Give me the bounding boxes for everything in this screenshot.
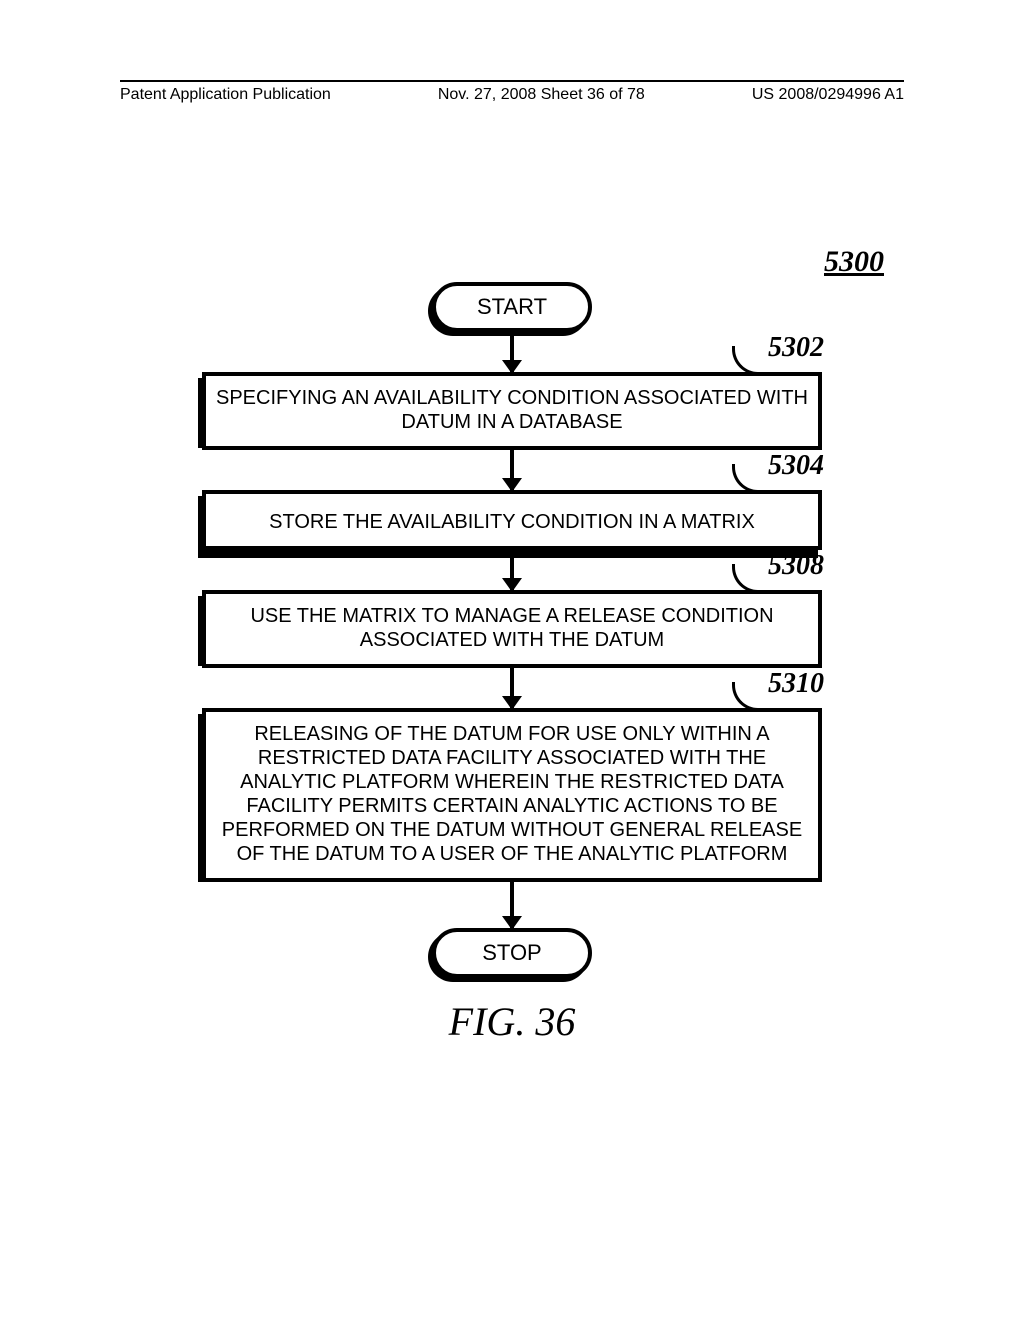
terminal-start-label: START: [432, 282, 592, 332]
ref-hook-icon: [732, 564, 769, 593]
process-5310: RELEASING OF THE DATUM FOR USE ONLY WITH…: [202, 708, 822, 882]
process-5302-line1: SPECIFYING AN AVAILABILITY CONDITION ASS…: [216, 386, 808, 410]
process-5308: USE THE MATRIX TO MANAGE A RELEASE CONDI…: [202, 590, 822, 668]
process-5308-line2: ASSOCIATED WITH THE DATUM: [216, 628, 808, 652]
figure-number: 5300: [824, 245, 884, 279]
step-5308-row: 5308 USE THE MATRIX TO MANAGE A RELEASE …: [0, 590, 1024, 668]
flowchart: START 5302 SPECIFYING AN AVAILABILITY CO…: [0, 282, 1024, 1045]
arrow: [510, 550, 514, 590]
arrow: [510, 882, 514, 928]
process-5302-line2: DATUM IN A DATABASE: [216, 410, 808, 434]
process-5310-line1: RELEASING OF THE DATUM FOR USE ONLY WITH…: [216, 722, 808, 746]
step-5310-row: 5310 RELEASING OF THE DATUM FOR USE ONLY…: [0, 708, 1024, 882]
process-5310-line5: PERFORMED ON THE DATUM WITHOUT GENERAL R…: [216, 818, 808, 842]
header-center: Nov. 27, 2008 Sheet 36 of 78: [438, 86, 645, 104]
ref-5304: 5304: [768, 450, 824, 482]
terminal-start: START: [432, 282, 592, 332]
header: Patent Application Publication Nov. 27, …: [120, 86, 904, 104]
figure-caption: FIG. 36: [0, 998, 1024, 1045]
step-5302-row: 5302 SPECIFYING AN AVAILABILITY CONDITIO…: [0, 372, 1024, 450]
process-5310-line4: FACILITY PERMITS CERTAIN ANALYTIC ACTION…: [216, 794, 808, 818]
ref-5302: 5302: [768, 332, 824, 364]
page: Patent Application Publication Nov. 27, …: [0, 0, 1024, 1320]
process-5310-line3: ANALYTIC PLATFORM WHEREIN THE RESTRICTED…: [216, 770, 808, 794]
header-left: Patent Application Publication: [120, 86, 331, 104]
arrow: [510, 668, 514, 708]
ref-hook-icon: [732, 682, 769, 711]
header-rule: [120, 80, 904, 82]
step-5304-row: 5304 STORE THE AVAILABILITY CONDITION IN…: [0, 490, 1024, 550]
arrow: [510, 332, 514, 372]
ref-hook-icon: [732, 464, 769, 493]
terminal-stop-label: STOP: [432, 928, 592, 978]
process-5304-line1: STORE THE AVAILABILITY CONDITION IN A MA…: [216, 510, 808, 534]
ref-5308: 5308: [768, 550, 824, 582]
process-5308-line1: USE THE MATRIX TO MANAGE A RELEASE CONDI…: [216, 604, 808, 628]
ref-hook-icon: [732, 346, 769, 375]
process-5310-line6: OF THE DATUM TO A USER OF THE ANALYTIC P…: [216, 842, 808, 866]
ref-5310: 5310: [768, 668, 824, 700]
header-right: US 2008/0294996 A1: [752, 86, 904, 104]
process-5302: SPECIFYING AN AVAILABILITY CONDITION ASS…: [202, 372, 822, 450]
arrow: [510, 450, 514, 490]
process-5304: STORE THE AVAILABILITY CONDITION IN A MA…: [202, 490, 822, 550]
terminal-stop: STOP: [432, 928, 592, 978]
process-5310-line2: RESTRICTED DATA FACILITY ASSOCIATED WITH…: [216, 746, 808, 770]
